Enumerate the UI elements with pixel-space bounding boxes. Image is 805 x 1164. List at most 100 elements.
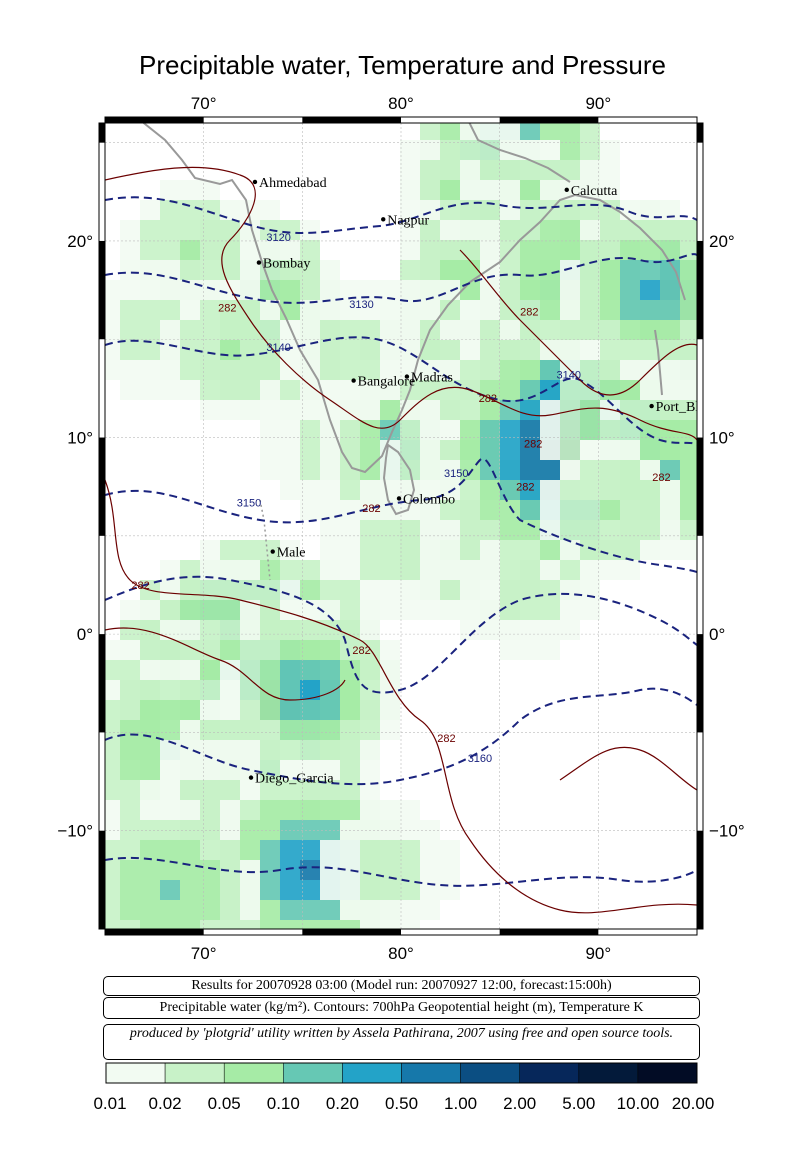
pw-cell xyxy=(120,340,140,360)
pw-cell xyxy=(120,700,140,720)
lat-tick-label-right: 10° xyxy=(709,429,735,448)
pw-cell xyxy=(540,500,560,520)
pw-cell xyxy=(120,900,140,920)
pw-cell xyxy=(320,280,340,300)
pw-cell xyxy=(80,880,100,900)
city-label: Madras xyxy=(411,371,453,386)
pw-cell xyxy=(105,640,120,660)
pw-cell xyxy=(680,320,697,340)
pw-cell xyxy=(400,320,420,340)
pw-cell xyxy=(500,180,520,200)
pw-cell xyxy=(500,280,520,300)
pw-cell xyxy=(300,420,320,440)
pw-cell xyxy=(740,260,760,280)
pw-cell xyxy=(240,740,260,760)
pw-cell xyxy=(260,400,280,420)
contour-label: 3140 xyxy=(556,370,580,382)
pw-cell xyxy=(680,300,697,320)
pw-cell xyxy=(120,820,140,840)
pw-cell xyxy=(120,360,140,380)
pw-cell xyxy=(260,940,280,960)
pw-cell xyxy=(180,880,200,900)
pw-cell xyxy=(680,400,697,420)
pw-cell xyxy=(140,340,160,360)
pw-cell xyxy=(680,520,697,540)
pw-cell xyxy=(380,700,400,720)
pw-cell xyxy=(320,340,340,360)
pw-cell xyxy=(760,300,780,320)
pw-cell xyxy=(440,180,460,200)
pw-cell xyxy=(160,260,180,280)
pw-cell xyxy=(720,280,740,300)
pw-cell xyxy=(180,380,200,400)
pw-cell xyxy=(400,440,420,460)
pw-cell xyxy=(280,620,300,640)
pw-cell xyxy=(240,320,260,340)
pw-cell xyxy=(400,300,420,320)
pw-cell xyxy=(340,720,360,740)
pw-cell xyxy=(440,160,460,180)
frame-bar-bottom xyxy=(302,929,401,935)
pw-cell xyxy=(380,540,400,560)
pw-cell xyxy=(360,860,380,880)
pw-cell xyxy=(380,560,400,580)
pw-cell xyxy=(260,920,280,929)
pw-cell xyxy=(720,260,740,280)
pw-cell xyxy=(105,780,120,800)
pw-cell xyxy=(105,280,120,300)
pw-cell xyxy=(420,840,440,860)
pw-cell xyxy=(160,240,180,260)
pw-cell xyxy=(640,220,660,240)
pw-cell xyxy=(540,240,560,260)
pw-cell xyxy=(160,220,180,240)
pw-cell xyxy=(600,560,620,580)
pw-cell xyxy=(360,280,380,300)
city-label: Diego_Garcia xyxy=(255,772,334,787)
pw-cell xyxy=(460,200,480,220)
pw-cell xyxy=(640,260,660,280)
pw-cell xyxy=(380,340,400,360)
pw-cell xyxy=(200,200,220,220)
pw-cell xyxy=(380,640,400,660)
pw-cell xyxy=(320,860,340,880)
pw-cell xyxy=(740,400,760,420)
geopotential-contour-3160b xyxy=(105,856,697,887)
pw-cell xyxy=(440,260,460,280)
pw-cell xyxy=(160,740,180,760)
pw-cell xyxy=(480,340,500,360)
pw-cell xyxy=(720,400,740,420)
pw-cell xyxy=(600,340,620,360)
frame-bar-left xyxy=(99,240,105,340)
pw-cell xyxy=(500,580,520,600)
pw-cell xyxy=(220,700,240,720)
pw-cell xyxy=(140,620,160,640)
pw-cell xyxy=(240,400,260,420)
pw-cell xyxy=(220,240,240,260)
pw-cell xyxy=(540,140,560,160)
pw-cell xyxy=(220,640,240,660)
pw-cell xyxy=(420,180,440,200)
pw-cell xyxy=(560,123,580,140)
pw-cell xyxy=(300,480,320,500)
pw-cell xyxy=(660,320,680,340)
pw-cell xyxy=(620,340,640,360)
pw-cell xyxy=(560,320,580,340)
pw-cell xyxy=(760,320,780,340)
contours xyxy=(105,166,697,914)
pw-cell xyxy=(440,500,460,520)
pw-cell xyxy=(340,440,360,460)
colorbar xyxy=(105,1062,698,1084)
pw-cell xyxy=(160,660,180,680)
pw-cell xyxy=(340,760,360,780)
pw-cell xyxy=(240,860,260,880)
lon-tick-label-top: 90° xyxy=(585,94,611,113)
pw-cell xyxy=(220,220,240,240)
pw-cell xyxy=(260,600,280,620)
pw-cell xyxy=(200,860,220,880)
pw-cell xyxy=(620,300,640,320)
pw-cell xyxy=(360,840,380,860)
pw-cell xyxy=(460,360,480,380)
pw-cell xyxy=(620,400,640,420)
pw-cell xyxy=(520,480,540,500)
pw-cell xyxy=(220,900,240,920)
